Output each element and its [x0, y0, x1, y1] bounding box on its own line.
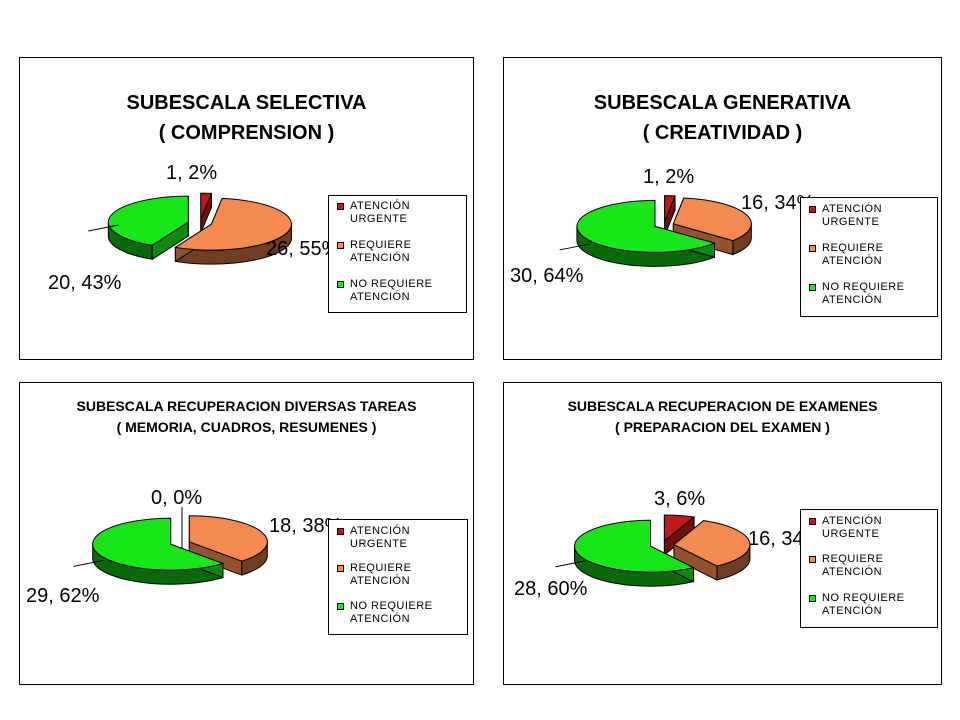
pie-slice-top: [107, 195, 189, 246]
legend-swatch-urgente: [337, 528, 344, 535]
pie-slice-top: [663, 514, 696, 543]
legend-swatch-requiere: [337, 565, 344, 572]
chart-title-line-2: ( COMPRENSION ): [158, 122, 335, 144]
legend-label: NO REQUIERE ATENCIÓN: [350, 600, 433, 625]
legend-swatch-no-requiere: [809, 595, 816, 602]
pie-slice-top: [574, 519, 696, 573]
data-label-urgente: 3, 6%: [654, 488, 706, 510]
legend-label: ATENCIÓN URGENTE: [822, 203, 883, 228]
legend-swatch-urgente: [337, 203, 344, 210]
leader-line: [559, 243, 590, 251]
data-label-urgente: 1, 2%: [643, 166, 695, 188]
legend-label: ATENCIÓN URGENTE: [822, 515, 883, 540]
chart-title-line-1: SUBESCALA RECUPERACION DIVERSAS TAREAS: [76, 398, 417, 414]
pie-slice-top: [174, 197, 292, 251]
pie-slice-no-requiere: [574, 519, 696, 587]
pie-slice-requiere: [188, 515, 268, 576]
pie-slice-urgente: [200, 192, 213, 234]
legend-label: REQUIERE ATENCIÓN: [822, 553, 884, 578]
chart-title: SUBESCALA SELECTIVA ( COMPRENSION ): [20, 88, 473, 148]
data-label-urgente: 1, 2%: [166, 162, 218, 184]
pie-chart: [559, 195, 752, 267]
pie-slice-top: [200, 192, 213, 220]
chart-title: SUBESCALA GENERATIVA ( CREATIVIDAD ): [504, 88, 941, 148]
chart-title-line-1: SUBESCALA SELECTIVA: [126, 92, 367, 114]
chart-legend: ATENCIÓN URGENTE REQUIERE ATENCIÓN NO RE…: [800, 509, 938, 628]
chart-panel-4: SUBESCALA RECUPERACION DE EXAMENES ( PRE…: [503, 382, 942, 685]
legend-label: ATENCIÓN URGENTE: [350, 525, 411, 550]
leader-line: [88, 224, 119, 232]
legend-swatch-requiere: [337, 242, 344, 249]
chart-legend: ATENCIÓN URGENTE REQUIERE ATENCIÓN NO RE…: [328, 519, 468, 635]
legend-label: NO REQUIERE ATENCIÓN: [350, 278, 433, 303]
data-label-requiere: 18, 38%: [269, 515, 343, 537]
legend-label: NO REQUIERE ATENCIÓN: [822, 592, 905, 617]
chart-title-line-2: ( PREPARACION DEL EXAMEN ): [615, 419, 830, 435]
leader-line: [73, 559, 104, 567]
pie-slice-requiere: [673, 519, 751, 581]
chart-title: SUBESCALA RECUPERACION DE EXAMENES ( PRE…: [504, 396, 941, 438]
chart-title-line-2: ( MEMORIA, CUADROS, RESUMENES ): [116, 419, 377, 435]
pie-slice-no-requiere: [107, 195, 189, 261]
legend-swatch-urgente: [809, 206, 816, 213]
pie-slice-urgente: [663, 514, 696, 557]
legend-swatch-urgente: [809, 518, 816, 525]
pie-slice-requiere: [174, 197, 292, 265]
pie-slice-top: [92, 517, 225, 571]
leader-line: [555, 560, 586, 568]
data-label-no-requiere: 20, 43%: [48, 272, 122, 294]
chart-title-line-2: ( CREATIVIDAD ): [642, 122, 803, 144]
pie-slice-top: [672, 197, 752, 242]
legend-label: REQUIERE ATENCIÓN: [350, 239, 412, 264]
chart-panel-3: SUBESCALA RECUPERACION DIVERSAS TAREAS (…: [19, 382, 474, 685]
data-label-no-requiere: 30, 64%: [510, 265, 584, 287]
legend-swatch-no-requiere: [337, 603, 344, 610]
chart-title-line-1: SUBESCALA RECUPERACION DE EXAMENES: [567, 398, 878, 414]
legend-swatch-no-requiere: [337, 281, 344, 288]
pie-slice-no-requiere: [92, 517, 225, 585]
pie-chart: [73, 507, 268, 585]
pie-slice-top: [664, 195, 676, 222]
data-label-no-requiere: 28, 60%: [514, 578, 588, 600]
legend-label: REQUIERE ATENCIÓN: [822, 242, 884, 267]
pie-chart: [88, 192, 292, 265]
chart-panel-2: SUBESCALA GENERATIVA ( CREATIVIDAD ) 1, …: [503, 57, 942, 360]
chart-title-line-1: SUBESCALA GENERATIVA: [593, 92, 852, 114]
pie-slice-top: [188, 515, 268, 562]
chart-legend: ATENCIÓN URGENTE REQUIERE ATENCIÓN NO RE…: [800, 197, 938, 317]
data-label-urgente: 0, 0%: [151, 487, 203, 509]
pie-chart: [555, 514, 751, 587]
pie-slice-top: [576, 199, 717, 253]
data-label-no-requiere: 29, 62%: [26, 585, 100, 607]
chart-title: SUBESCALA RECUPERACION DIVERSAS TAREAS (…: [20, 396, 473, 438]
legend-swatch-requiere: [809, 556, 816, 563]
data-label-requiere: 26, 55%: [266, 238, 340, 260]
chart-panel-1: SUBESCALA SELECTIVA ( COMPRENSION ) 1, 2…: [19, 57, 474, 360]
pie-slice-no-requiere: [576, 199, 717, 267]
legend-label: ATENCIÓN URGENTE: [350, 200, 411, 225]
pie-slice-requiere: [672, 197, 752, 256]
legend-swatch-requiere: [809, 245, 816, 252]
legend-label: REQUIERE ATENCIÓN: [350, 562, 412, 587]
chart-legend: ATENCIÓN URGENTE REQUIERE ATENCIÓN NO RE…: [328, 195, 467, 313]
legend-swatch-no-requiere: [809, 284, 816, 291]
legend-label: NO REQUIERE ATENCIÓN: [822, 281, 905, 306]
data-label-requiere: 16, 34%: [741, 192, 815, 214]
pie-slice-top: [673, 520, 751, 567]
